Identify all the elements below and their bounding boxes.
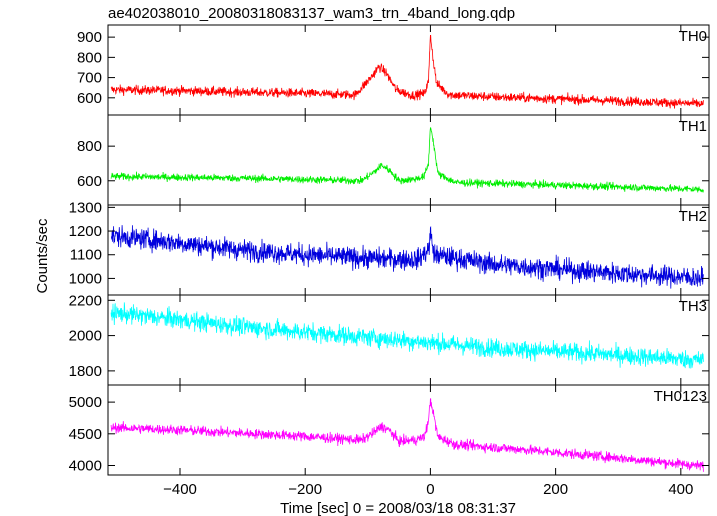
- y-tick-label: 1200: [69, 223, 102, 240]
- y-tick-label: 4500: [69, 426, 102, 443]
- y-tick-label: 1100: [70, 247, 102, 264]
- x-tick-label: 200: [543, 481, 568, 498]
- panel-label: TH0: [679, 28, 707, 45]
- y-tick-label: 600: [77, 173, 102, 190]
- y-tick-label: 900: [77, 29, 102, 46]
- panel-th1: 600 800 TH1: [77, 114, 710, 206]
- y-tick-label: 1300: [69, 199, 102, 216]
- y-tick-label: 4000: [69, 457, 102, 474]
- panel-th0123: 4000 4500 5000 TH0123: [69, 384, 710, 476]
- y-tick-label: 1800: [69, 363, 102, 380]
- y-tick-label: 600: [77, 90, 102, 107]
- y-tick-label: 2200: [69, 292, 102, 309]
- chart-title: ae402038010_20080318083137_wam3_trn_4ban…: [108, 5, 515, 22]
- panel-th0: 600 700 800 900 TH0: [77, 24, 710, 116]
- x-tick-label: 400: [668, 481, 693, 498]
- x-tick-label: −200: [288, 481, 322, 498]
- panel-label: TH2: [679, 208, 707, 225]
- x-axis-label: Time [sec] 0 = 2008/03/18 08:31:37: [280, 500, 516, 516]
- panel-frame: [107, 384, 710, 476]
- y-tick-label: 5000: [69, 394, 102, 411]
- panel-label: TH1: [679, 118, 707, 135]
- panel-frame: [107, 114, 710, 206]
- panel-label: TH3: [679, 298, 707, 315]
- panel-th2: 1000 1100 1200 1300 TH2: [69, 199, 710, 296]
- series-th2: [111, 225, 704, 289]
- y-tick-label: 2000: [69, 328, 102, 345]
- series-th3: [110, 302, 704, 369]
- panel-label: TH0123: [654, 388, 707, 405]
- y-tick-label: 800: [77, 49, 102, 66]
- y-axis-label: Counts/sec: [34, 218, 51, 294]
- series-th0: [110, 35, 704, 109]
- y-tick-label: 1000: [69, 270, 102, 287]
- x-tick-label: −400: [163, 481, 197, 498]
- y-tick-label: 700: [77, 70, 102, 87]
- series-th0123: [110, 398, 704, 472]
- panel-th3: 1800 2000 2200 TH3: [69, 292, 710, 386]
- x-tick-label: 0: [426, 481, 434, 498]
- series-th1: [110, 126, 704, 193]
- y-tick-label: 800: [77, 138, 102, 155]
- panels: 600 700 800 900 TH0 600 800 TH1 1000 1100 1200 1300…: [69, 24, 710, 498]
